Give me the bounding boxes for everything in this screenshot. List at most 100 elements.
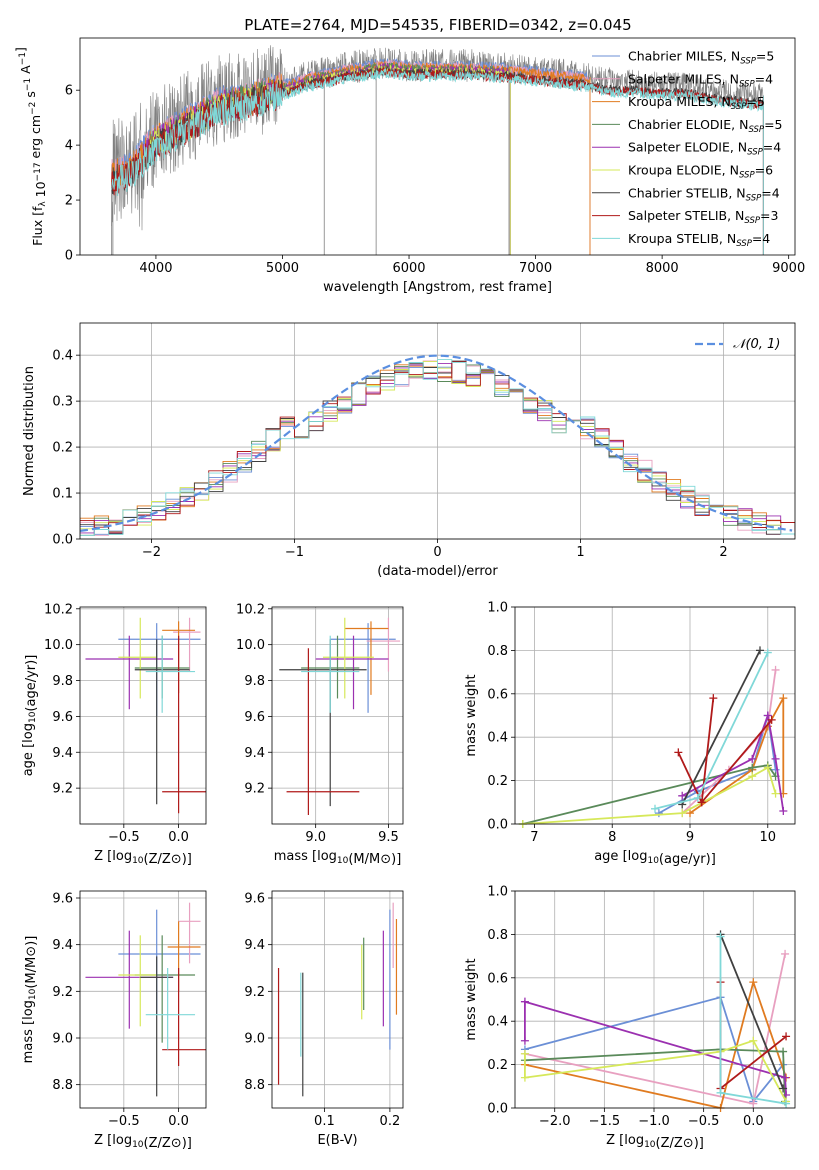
legend-nssp: =5 — [756, 49, 774, 64]
axes-frame — [79, 322, 796, 540]
x-tick-label: 0.0 — [168, 830, 189, 845]
label-part: )] — [182, 852, 192, 867]
y-axis-label: Normed distribution — [22, 366, 37, 496]
y-tick-label: 9.4 — [52, 746, 73, 761]
weight-point-marker — [697, 798, 706, 807]
x-tick-label: −1.5 — [589, 1114, 621, 1129]
x-tick-label: 1 — [576, 545, 584, 560]
label-part: ⊙ — [171, 852, 182, 867]
y-tick-label: 0.0 — [487, 818, 508, 833]
panel-mass_vs_Z: −0.5 0.08.89.09.29.49.6Z [log10(Z/Z⊙)]mas… — [21, 890, 207, 1151]
x-tick-label: 0.0 — [168, 1114, 189, 1129]
x-tick-label: 5000 — [266, 261, 299, 276]
label-part: )] — [24, 936, 39, 946]
y-axis-label: mass [log10(M/M⊙)] — [21, 936, 39, 1064]
label-part: A — [18, 65, 33, 78]
y-tick-label: 0.6 — [487, 687, 508, 702]
y-axis-label: mass weight — [464, 958, 479, 1040]
y-tick-label: 0.3 — [52, 395, 73, 410]
y-tick-label: 9.2 — [244, 782, 265, 797]
legend-sub: SSP — [747, 148, 763, 158]
label-part: mass weight — [464, 674, 479, 756]
label-part: Z [ — [94, 849, 112, 864]
label-part: log — [112, 1133, 132, 1148]
label-part: age [ — [594, 849, 627, 864]
legend-label: Kroupa ELODIE, NSSP=6 — [628, 163, 773, 181]
panel-age_vs_Z: −0.5 0.09.29.49.69.810.010.2Z [log10(Z/Z⊙… — [21, 602, 207, 867]
legend-name: Salpeter ELODIE, N — [628, 140, 747, 155]
weight-point-marker — [771, 754, 780, 763]
y-tick-label: 10.2 — [44, 602, 73, 617]
label-part: −2 — [28, 102, 38, 115]
legend-label: Chabrier MILES, NSSP=5 — [628, 49, 774, 67]
y-tick-label: 6 — [65, 84, 73, 99]
y-tick-label: 9.6 — [52, 892, 73, 907]
label-part: s — [23, 91, 38, 102]
y-tick-label: 2 — [65, 194, 73, 209]
legend-name: Chabrier MILES, N — [628, 49, 740, 64]
x-tick-label: −2.0 — [539, 1114, 571, 1129]
legend-sub: SSP — [748, 125, 764, 135]
model-spectrum-line — [111, 65, 764, 196]
label-part: mass weight — [464, 958, 479, 1040]
figure-title: PLATE=2764, MJD=54535, FIBERID=0342, z=0… — [244, 16, 631, 34]
weight-point-marker — [781, 1073, 790, 1082]
x-tick-label: −1 — [285, 545, 304, 560]
model-spectrum-line — [111, 67, 764, 196]
x-axis-label: age [log10(age/yr)] — [594, 849, 716, 867]
y-tick-label: 9.6 — [244, 892, 265, 907]
label-part: (Z/Z — [656, 1136, 683, 1151]
histogram-series — [80, 359, 795, 536]
panel-residuals: −2 −1 0 1 2 0.0 0.1 0.2 0.3 0.4 (data-model)/error… — [22, 322, 796, 579]
label-part: )] — [182, 1136, 192, 1151]
x-tick-label: 7 — [530, 830, 538, 845]
y-tick-label: 10.0 — [44, 638, 73, 653]
x-tick-label: 8 — [608, 830, 616, 845]
label-part: ⊙ — [683, 1136, 694, 1151]
weight-point-marker — [709, 694, 718, 703]
weight-point-marker — [651, 804, 659, 813]
weight-point-marker — [782, 1032, 791, 1041]
label-part: ] — [13, 47, 28, 52]
y-tick-label: 9.2 — [52, 782, 73, 797]
legend-nssp: =4 — [755, 71, 773, 86]
y-tick-label: 0.1 — [52, 487, 73, 502]
weight-point-marker — [748, 772, 757, 781]
weight-point-marker — [674, 748, 683, 757]
label-part: (age/yr)] — [24, 655, 39, 712]
weight-point-marker — [693, 793, 702, 802]
label-part: (age/yr)] — [659, 852, 716, 867]
legend-name: Kroupa MILES, N — [628, 94, 731, 109]
label-part: (Z/Z — [144, 852, 171, 867]
y-tick-label: 9.8 — [244, 674, 265, 689]
weight-point-marker — [678, 809, 687, 818]
y-tick-label: 4 — [65, 139, 73, 154]
weight-point-marker — [779, 1047, 788, 1056]
y-tick-label: 9.0 — [244, 1032, 265, 1047]
x-tick-label: −0.5 — [688, 1114, 720, 1129]
weight-point-marker — [678, 791, 687, 800]
weight-point-marker — [779, 1084, 788, 1093]
x-axis-label: wavelength [Angstrom, rest frame] — [323, 280, 552, 295]
x-tick-label: 0.1 — [314, 1114, 335, 1129]
label-part: 10 — [644, 1140, 656, 1150]
legend-nssp: =5 — [746, 94, 764, 109]
weight-series-line — [524, 1000, 787, 1096]
weight-point-marker — [716, 932, 725, 941]
x-tick-label: 0.0 — [743, 1114, 764, 1129]
weight-point-marker — [749, 978, 758, 987]
label-part: E(B-V) — [317, 1133, 357, 1148]
label-part: (M/M — [24, 957, 39, 989]
weight-point-marker — [771, 665, 780, 674]
label-part: 10 — [132, 1140, 144, 1150]
weight-series-line — [719, 934, 784, 1089]
y-tick-label: 8.8 — [244, 1078, 265, 1093]
legend-sub: SSP — [736, 239, 752, 249]
y-tick-label: 0.4 — [487, 731, 508, 746]
weight-series-line — [522, 764, 777, 824]
legend-sub: SSP — [746, 193, 762, 203]
y-tick-label: 1.0 — [487, 601, 508, 616]
legend-nssp: =4 — [761, 185, 779, 200]
weight-point-marker — [654, 809, 663, 818]
